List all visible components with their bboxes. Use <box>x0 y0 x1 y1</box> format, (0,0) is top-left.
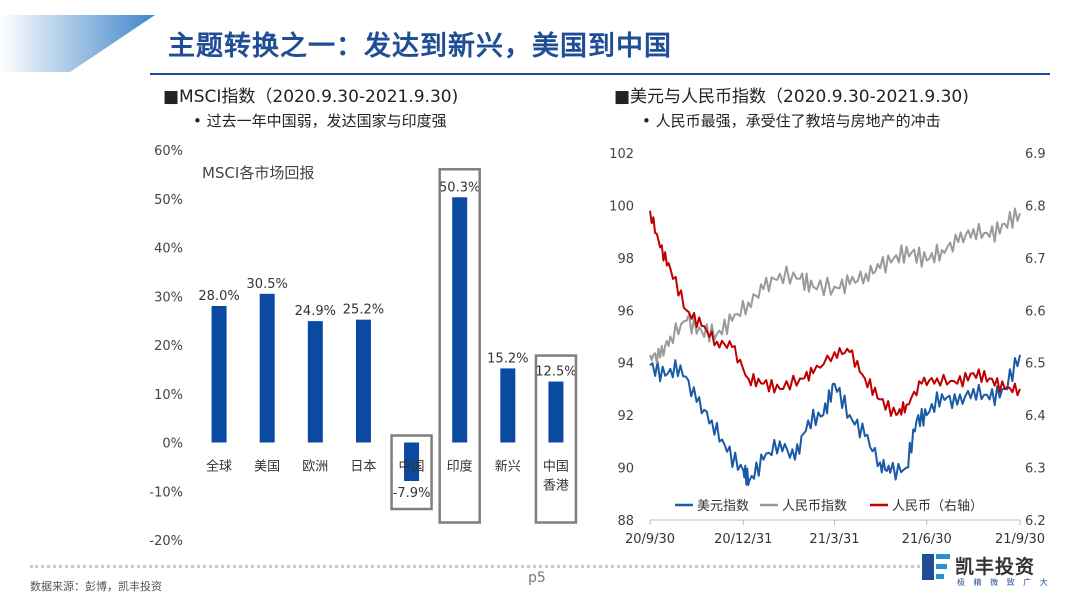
bar <box>307 321 323 443</box>
bar <box>500 368 516 443</box>
bar-value-label: 50.3% <box>439 180 480 195</box>
y-right-tick-label: 6.6 <box>1025 304 1046 319</box>
y-tick-label: -10% <box>149 485 183 500</box>
bar-value-label: 12.5% <box>535 365 576 380</box>
legend-label: 美元指数 <box>697 499 749 514</box>
bar <box>211 306 227 443</box>
x-tick-label: 21/6/30 <box>902 532 952 547</box>
highlight-box <box>438 168 481 524</box>
bar-value-label: 30.5% <box>247 277 288 292</box>
y-tick-label: 20% <box>154 339 183 354</box>
right-panel-subtitle: • 人民币最强，承受住了教培与房地产的冲击 <box>642 112 941 130</box>
y-left-tick-label: 96 <box>617 304 634 319</box>
y-tick-label: 0% <box>162 437 183 452</box>
data-source: 数据来源：彭博，凯丰投资 <box>30 580 162 593</box>
x-tick-label: 21/3/31 <box>809 532 859 547</box>
bar <box>452 197 468 443</box>
chart-inner-title: MSCI各市场回报 <box>202 164 314 182</box>
header-decoration <box>0 15 155 72</box>
category-label: 香港 <box>543 479 569 494</box>
title-divider <box>150 73 1050 75</box>
page-number: p5 <box>528 570 546 586</box>
bar-value-label: 15.2% <box>487 351 528 366</box>
logo-tagline: 极 精 微 致 广 大 <box>957 578 1051 587</box>
y-left-tick-label: 92 <box>617 409 634 424</box>
bar-value-label: 28.0% <box>198 289 239 304</box>
category-label: 新兴 <box>495 459 521 475</box>
currency-line-chart: 88 90 92 94 96 98 100 102 6.2 6.3 6.4 6.5 6.6 6.7 6.8 6… <box>609 147 1046 547</box>
logo-text: 凯丰投资 <box>955 556 1036 578</box>
y-left-tick-label: 100 <box>609 199 634 214</box>
category-label: 美国 <box>254 460 280 475</box>
bar <box>355 319 371 443</box>
y-right-tick-label: 6.7 <box>1025 252 1046 267</box>
y-tick-label: 30% <box>154 290 183 305</box>
page-title: 主题转换之一：发达到新兴，美国到中国 <box>168 31 672 62</box>
legend-label: 人民币指数 <box>782 499 847 514</box>
bar-value-label: 24.9% <box>295 304 336 319</box>
y-left-tick-label: 94 <box>617 357 634 372</box>
cny-rate-line <box>649 210 1021 417</box>
bar-value-label: 25.2% <box>343 303 384 318</box>
y-right-tick-label: 6.8 <box>1025 199 1046 214</box>
y-right-tick-label: 6.3 <box>1025 462 1046 477</box>
footer-divider <box>30 565 920 568</box>
y-left-tick-label: 88 <box>617 514 634 529</box>
bar <box>404 442 420 482</box>
logo-icon <box>922 554 950 580</box>
x-tick-label: 21/9/30 <box>995 532 1045 547</box>
y-left-tick-label: 90 <box>617 462 634 477</box>
y-tick-label: -20% <box>149 534 183 549</box>
y-right-tick-label: 6.4 <box>1025 409 1046 424</box>
y-left-tick-label: 98 <box>617 252 634 267</box>
category-label: 欧洲 <box>302 460 328 475</box>
y-tick-label: 60% <box>154 144 183 159</box>
x-tick-label: 20/12/31 <box>714 532 772 547</box>
category-label: 中国 <box>399 460 425 475</box>
y-tick-label: 10% <box>154 388 183 403</box>
category-label: 日本 <box>350 460 376 475</box>
y-right-tick-label: 6.5 <box>1025 357 1046 372</box>
highlight-box <box>534 354 578 524</box>
category-label: 印度 <box>447 459 473 475</box>
y-left-tick-label: 102 <box>609 147 634 162</box>
x-tick-label: 20/9/30 <box>625 532 675 547</box>
right-panel-title: ■美元与人民币指数（2020.9.30-2021.9.30) <box>614 87 969 107</box>
bar <box>259 293 275 443</box>
bar <box>548 381 564 443</box>
y-right-tick-label: 6.2 <box>1025 514 1046 529</box>
msci-bar-chart: -20% -10% 0% 10% 20% 30% 40% 50% 60% MSCI各市场回报 28.… <box>149 144 578 549</box>
category-label: 全球 <box>206 459 232 475</box>
cny-index-line <box>649 207 1021 364</box>
y-right-tick-label: 6.9 <box>1025 147 1046 162</box>
y-tick-label: 50% <box>154 193 183 208</box>
left-panel-subtitle: • 过去一年中国弱，发达国家与印度强 <box>193 112 447 130</box>
left-panel-title: ■MSCI指数（2020.9.30-2021.9.30) <box>163 87 459 107</box>
category-label: 中国 <box>543 460 569 475</box>
highlight-box <box>390 434 433 511</box>
y-tick-label: 40% <box>154 242 183 257</box>
usd-index-line <box>649 354 1021 487</box>
bar-value-label: -7.9% <box>393 486 431 501</box>
legend-label: 人民币（右轴） <box>892 499 983 514</box>
